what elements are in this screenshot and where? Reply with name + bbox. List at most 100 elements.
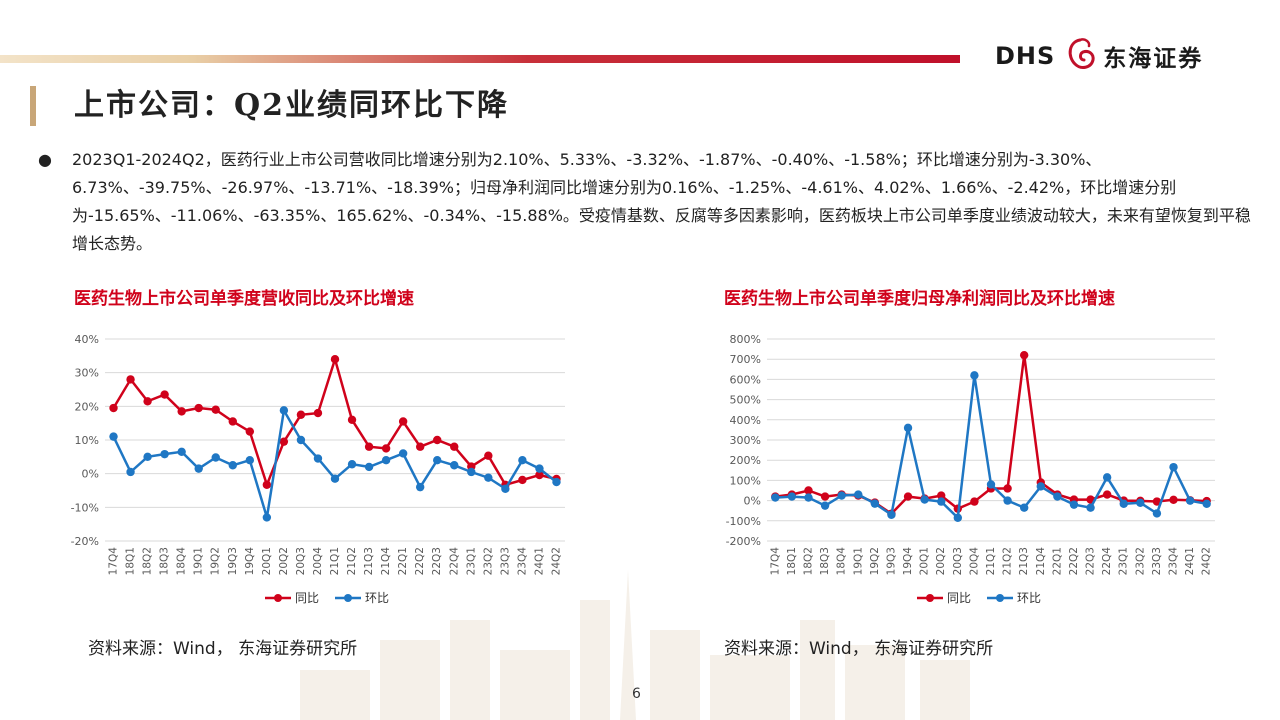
data-point [1152, 497, 1162, 506]
data-point [771, 493, 780, 502]
data-point [1202, 499, 1211, 509]
series-line-同比 [112, 354, 557, 489]
data-point [1053, 492, 1062, 501]
data-point [364, 442, 374, 451]
summary-text: 2023Q1-2024Q2，医药行业上市公司营收同比增速分别为2.10%、5.3… [72, 150, 1251, 253]
data-point [347, 460, 357, 469]
y-tick-label: 10% [75, 434, 99, 447]
data-point [109, 403, 118, 413]
data-point [347, 415, 357, 424]
page-number: 6 [632, 686, 641, 702]
logo-text-en: DHS [995, 42, 1056, 70]
data-point [887, 510, 896, 519]
data-point [820, 492, 830, 501]
dragon-logo-icon [1068, 38, 1095, 69]
y-tick-label: 30% [75, 367, 99, 380]
legend-label: 同比 [947, 591, 971, 605]
data-point [450, 461, 459, 470]
legend-swatch-marker [996, 594, 1004, 602]
data-point [552, 477, 561, 487]
x-tick-label: 22Q4 [448, 547, 460, 576]
y-tick-label: 300% [730, 434, 761, 447]
x-tick-label: 23Q4 [516, 547, 528, 576]
data-point [398, 449, 408, 458]
x-tick-label: 19Q2 [869, 547, 881, 575]
data-point [194, 464, 203, 473]
x-tick-label: 19Q4 [244, 547, 256, 576]
data-point [1169, 462, 1178, 472]
y-tick-label: 100% [730, 474, 761, 487]
x-tick-label: 18Q2 [802, 547, 814, 575]
x-tick-label: 21Q1 [329, 547, 341, 575]
x-tick-label: 24Q2 [550, 547, 562, 575]
data-point [804, 486, 813, 495]
x-tick-label: 21Q2 [1002, 547, 1014, 575]
x-tick-label: 18Q4 [836, 547, 848, 576]
x-tick-label: 19Q1 [852, 547, 864, 575]
net-profit-growth-chart: -200% -100% 0% 100% 200% 300% 400% 500% 600% 700%… [726, 333, 1215, 605]
y-tick-label: -100% [726, 515, 761, 528]
data-point [1086, 503, 1095, 512]
x-tick-label: 23Q3 [499, 547, 511, 575]
data-point [450, 442, 459, 451]
data-point [970, 371, 979, 380]
x-tick-label: 20Q1 [261, 547, 273, 575]
x-tick-label: 18Q1 [125, 547, 137, 575]
legend-swatch-marker [344, 594, 352, 602]
y-tick-label: 800% [730, 333, 761, 346]
data-point [228, 417, 237, 426]
x-tick-label: 20Q4 [968, 547, 980, 576]
data-point [1119, 499, 1128, 508]
company-logo: DHS 东海证券 [995, 36, 1203, 76]
city-skyline-watermark [300, 570, 970, 720]
data-point [1102, 490, 1112, 499]
data-point [433, 435, 442, 445]
x-tick-label: 24Q2 [1201, 547, 1213, 575]
x-tick-label: 21Q4 [1035, 547, 1047, 576]
data-point [364, 462, 374, 472]
series-line-环比 [112, 406, 558, 518]
data-point [1036, 482, 1045, 491]
x-tick-label: 24Q1 [533, 547, 545, 575]
data-point [296, 410, 306, 419]
data-point [1185, 496, 1195, 505]
data-point [296, 435, 306, 445]
data-point [160, 449, 169, 459]
data-point [330, 355, 340, 364]
x-tick-label: 17Q4 [769, 547, 781, 576]
legend-label: 环比 [365, 591, 389, 605]
data-point [837, 491, 846, 500]
x-tick-label: 22Q3 [1085, 547, 1097, 575]
data-point [126, 375, 135, 384]
data-point [854, 490, 863, 499]
data-point [1003, 484, 1012, 493]
bullet-dot-icon: ● [38, 150, 52, 169]
data-point [279, 406, 289, 415]
y-tick-label: -20% [71, 535, 99, 548]
x-tick-label: 19Q1 [193, 547, 205, 575]
data-point [415, 482, 425, 492]
x-tick-label: 22Q2 [414, 547, 426, 575]
data-point [804, 493, 813, 502]
data-point [903, 492, 913, 501]
x-tick-label: 23Q2 [482, 547, 494, 575]
y-tick-label: 0% [82, 468, 99, 481]
x-tick-label: 21Q1 [985, 547, 997, 575]
data-point [1136, 498, 1145, 508]
legend-label: 环比 [1017, 591, 1041, 605]
x-tick-label: 20Q3 [295, 547, 307, 575]
data-point [937, 491, 946, 500]
x-tick-label: 22Q3 [431, 547, 443, 575]
data-point [1019, 350, 1029, 360]
data-point [279, 437, 289, 446]
x-tick-label: 24Q1 [1184, 547, 1196, 575]
chart-left-source: 资料来源：Wind， 东海证券研究所 [88, 639, 358, 659]
x-tick-label: 22Q1 [1051, 547, 1063, 575]
data-point [1019, 503, 1029, 512]
x-tick-label: 18Q4 [176, 547, 188, 576]
x-tick-label: 23Q4 [1168, 547, 1180, 576]
data-point [920, 495, 929, 504]
data-point [484, 473, 493, 482]
data-point [501, 484, 510, 494]
x-tick-label: 19Q2 [210, 547, 222, 575]
